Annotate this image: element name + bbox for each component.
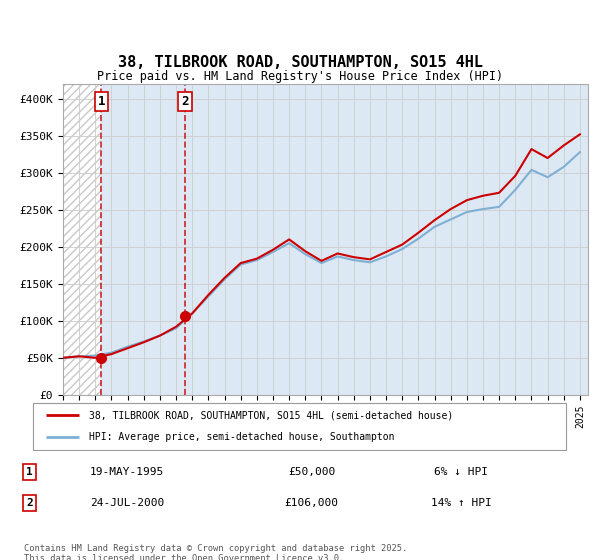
Text: 1: 1: [26, 467, 32, 477]
Text: 24-JUL-2000: 24-JUL-2000: [90, 498, 164, 508]
Text: 38, TILBROOK ROAD, SOUTHAMPTON, SO15 4HL (semi-detached house): 38, TILBROOK ROAD, SOUTHAMPTON, SO15 4HL…: [89, 410, 454, 421]
Text: Price paid vs. HM Land Registry's House Price Index (HPI): Price paid vs. HM Land Registry's House …: [97, 70, 503, 83]
Text: This data is licensed under the Open Government Licence v3.0.: This data is licensed under the Open Gov…: [24, 554, 344, 560]
Text: £50,000: £50,000: [288, 467, 335, 477]
Text: £106,000: £106,000: [284, 498, 338, 508]
Text: 19-MAY-1995: 19-MAY-1995: [90, 467, 164, 477]
Text: 6% ↓ HPI: 6% ↓ HPI: [434, 467, 488, 477]
Text: 1: 1: [98, 95, 105, 108]
Text: 2: 2: [181, 95, 189, 108]
Text: 38, TILBROOK ROAD, SOUTHAMPTON, SO15 4HL: 38, TILBROOK ROAD, SOUTHAMPTON, SO15 4HL: [118, 55, 482, 70]
Text: HPI: Average price, semi-detached house, Southampton: HPI: Average price, semi-detached house,…: [89, 432, 395, 442]
Bar: [63, 84, 101, 395]
Text: 2: 2: [26, 498, 32, 508]
Text: Contains HM Land Registry data © Crown copyright and database right 2025.: Contains HM Land Registry data © Crown c…: [24, 544, 407, 553]
Text: 14% ↑ HPI: 14% ↑ HPI: [431, 498, 491, 508]
